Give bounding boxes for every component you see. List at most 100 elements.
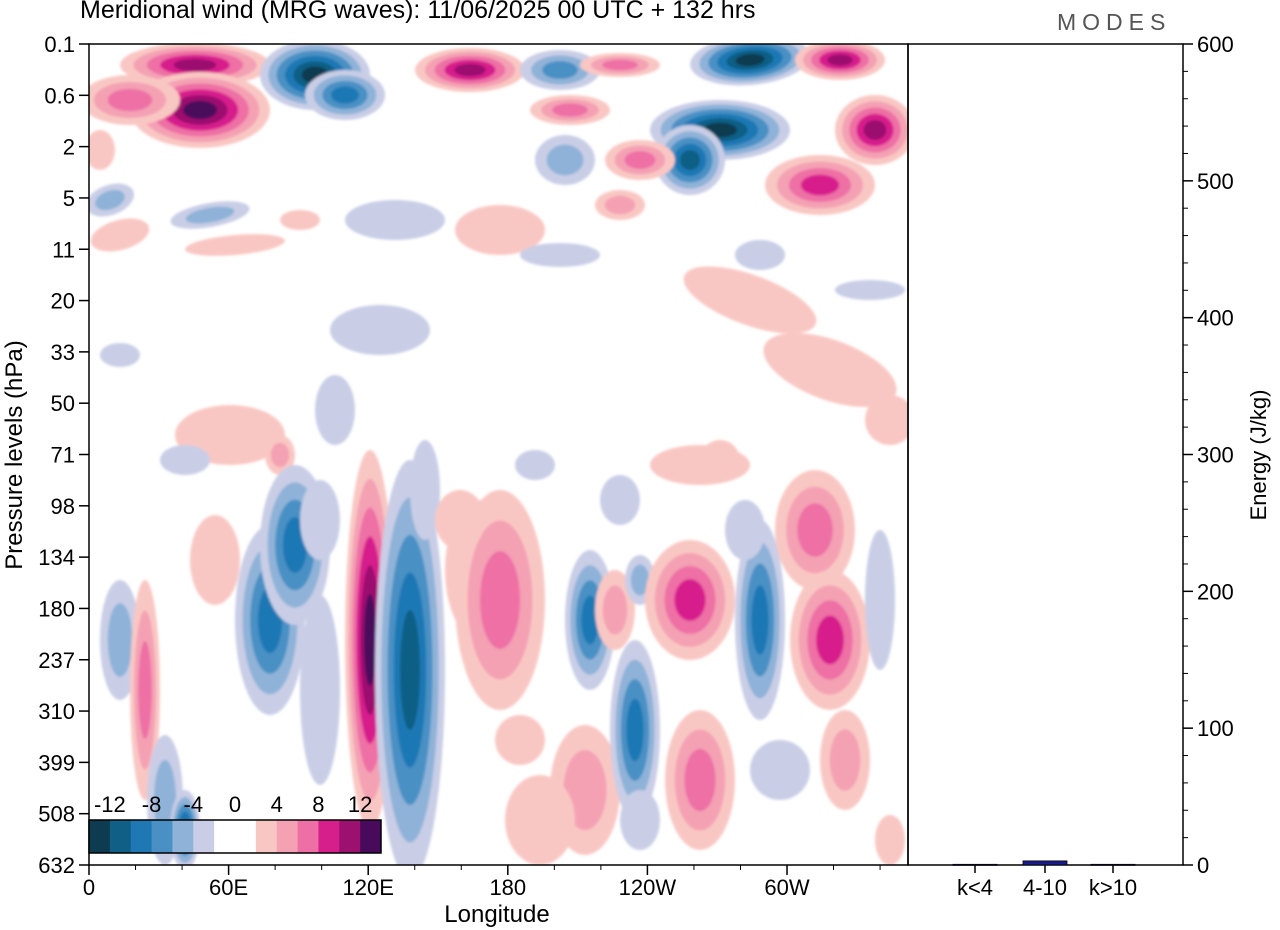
colorbar-swatch	[172, 820, 194, 853]
colorbar-label: 0	[229, 792, 241, 817]
y-tick-label: 237	[38, 648, 75, 673]
contour-level	[763, 333, 897, 407]
y-tick-label: 0.6	[44, 83, 75, 108]
y-tick-label: 5	[63, 186, 75, 211]
contour-level	[602, 585, 628, 635]
colorbar-swatch	[235, 820, 257, 853]
energy-bar	[1022, 860, 1068, 866]
contour-level	[863, 120, 887, 140]
y-tick-label: 98	[51, 494, 75, 519]
y-tick-label: 33	[51, 340, 75, 365]
contour-level	[684, 748, 716, 812]
colorbar-swatch	[151, 820, 173, 853]
colorbar-label: -4	[184, 792, 204, 817]
colorbar-swatch	[360, 820, 382, 853]
contour-level	[400, 610, 420, 730]
contour-level	[835, 280, 905, 300]
contour-level	[505, 775, 575, 865]
colorbar-swatch	[318, 820, 340, 853]
colorbar-label: -12	[94, 792, 126, 817]
colorbar-swatch	[89, 820, 111, 853]
contour-level	[816, 615, 844, 665]
contour-level	[602, 59, 638, 71]
contour-level	[604, 195, 636, 215]
contour-level	[725, 500, 765, 560]
pressure-axis: 0.1 0.6 2 5 11 20 33 50 71 98 134 180 237 310 399 508 63…	[38, 32, 89, 878]
contour-level	[454, 63, 486, 77]
x-axis-label: Longitude	[444, 901, 549, 928]
contour-level	[581, 595, 599, 645]
contour-level	[735, 53, 765, 67]
contour-level	[90, 218, 150, 252]
colorbar-swatch	[255, 820, 278, 853]
y-tick-label: 508	[38, 802, 75, 827]
energy-axis-label: Energy (J/kg)	[1246, 390, 1271, 521]
contour-level	[363, 593, 377, 687]
y-tick-label: 632	[38, 853, 75, 878]
y-tick-label: 180	[38, 596, 75, 621]
energy-tick-label: 0	[1197, 853, 1209, 878]
brand-logo: MODES	[1057, 9, 1172, 35]
colorbar-label: 12	[348, 792, 372, 817]
contour-level	[520, 243, 600, 267]
contour-level	[735, 240, 785, 270]
contour-level	[515, 450, 555, 480]
y-tick-label: 50	[51, 391, 75, 416]
x-tick-label: 0	[83, 875, 95, 900]
contour-level	[107, 603, 133, 677]
contour-level	[624, 151, 656, 169]
y-tick-label: 71	[51, 443, 75, 468]
y-tick-label: 134	[38, 545, 75, 570]
energy-category-label: k<4	[957, 875, 993, 900]
colorbar-label: 4	[271, 792, 283, 817]
colorbar-swatch	[297, 820, 319, 853]
contour-level	[185, 206, 235, 224]
energy-category-label: 4-10	[1023, 875, 1067, 900]
energy-tick-label: 200	[1197, 579, 1234, 604]
y-tick-label: 11	[52, 237, 75, 262]
contour-level	[600, 475, 640, 525]
contour-field	[89, 44, 908, 865]
contour-level	[480, 551, 520, 649]
y-tick-label: 310	[38, 699, 75, 724]
contour-level	[331, 86, 359, 104]
contour-level	[797, 503, 833, 557]
energy-tick-label: 400	[1197, 306, 1234, 331]
contour-level	[875, 815, 905, 865]
colorbar-swatch	[214, 820, 236, 853]
contour-level	[455, 205, 545, 255]
contour-level	[865, 395, 908, 445]
colorbar-swatch	[130, 820, 153, 853]
x-tick-label: 120E	[343, 875, 394, 900]
contour-level	[435, 490, 485, 550]
colorbar: -12 -8 -4 0 4 8 12	[88, 792, 382, 854]
contour-level	[680, 150, 700, 170]
contour-level	[542, 61, 578, 79]
energy-tick-label: 600	[1197, 32, 1234, 57]
contour-level	[270, 442, 290, 468]
energy-category-label: k>10	[1089, 875, 1137, 900]
contour-level	[620, 790, 660, 850]
contour-level	[552, 103, 588, 117]
colorbar-swatch	[109, 820, 132, 853]
contour-level	[280, 210, 320, 230]
contour-level	[315, 375, 355, 445]
contour-level	[674, 579, 706, 621]
contour-level	[190, 515, 240, 605]
x-tick-label: 60E	[209, 875, 248, 900]
contour-level	[495, 715, 545, 765]
energy-panel: 0 100 200 300 400 500 600 k<4 4-10 k>10	[952, 32, 1234, 900]
contour-level	[160, 445, 210, 475]
colorbar-label: -8	[142, 792, 162, 817]
contour-level	[89, 130, 115, 170]
x-tick-label: 180	[489, 875, 526, 900]
energy-tick-label: 300	[1197, 443, 1234, 468]
energy-panel-frame	[907, 43, 1184, 866]
contour-level	[410, 440, 440, 540]
contour-level	[829, 729, 861, 791]
colorbar-swatch	[339, 820, 361, 853]
contour-level	[100, 343, 140, 367]
contour-level	[800, 174, 840, 196]
x-tick-label: 120W	[619, 875, 677, 900]
